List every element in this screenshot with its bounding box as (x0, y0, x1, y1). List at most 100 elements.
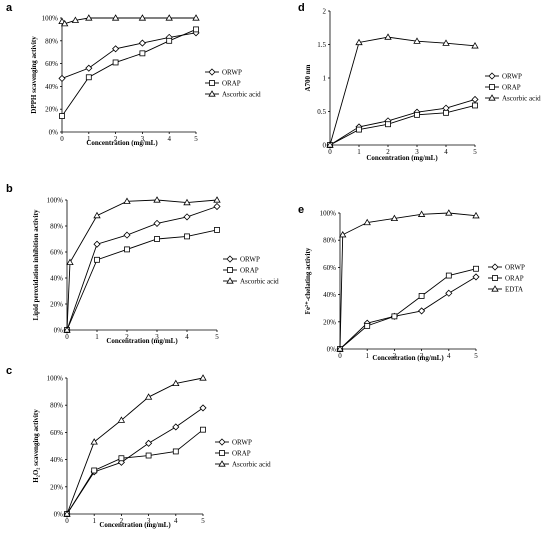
data-point (326, 141, 334, 148)
legend-marker (208, 68, 216, 76)
data-point (472, 102, 478, 109)
x-tick-label: 3 (420, 352, 424, 360)
legend-label: ORAP (505, 275, 524, 283)
data-point (193, 26, 199, 33)
x-axis-title: Concentration (mg/mL) (366, 154, 438, 162)
series-line (66, 206, 218, 331)
data-point (71, 16, 80, 23)
data-point (384, 33, 392, 40)
data-point (111, 14, 120, 21)
data-point (112, 45, 120, 53)
data-point (94, 256, 100, 263)
series-orap (64, 226, 220, 333)
data-point (85, 74, 92, 81)
y-axis-title: Fe²⁺-chelating activity (304, 247, 312, 314)
data-point (472, 211, 480, 219)
panel-letter: b (6, 183, 13, 195)
y-tick-label: 60% (45, 60, 58, 68)
x-tick-label: 3 (155, 333, 159, 341)
y-tick-label: 0% (49, 129, 59, 137)
x-tick-label: 3 (415, 148, 419, 156)
data-point (144, 393, 153, 400)
data-point (199, 404, 207, 412)
series-orwp (63, 202, 221, 334)
series-orap (64, 426, 206, 517)
y-tick-label: 100% (42, 15, 59, 23)
data-point (138, 14, 147, 21)
y-tick-label: 0 (323, 142, 327, 150)
panel-letter: e (298, 204, 304, 216)
data-point (214, 226, 220, 233)
series-line (66, 377, 204, 515)
data-point (154, 236, 160, 242)
series-orap (337, 265, 479, 352)
x-tick-label: 1 (92, 517, 96, 525)
x-tick-label: 2 (386, 148, 390, 156)
data-point (364, 322, 371, 329)
data-point (118, 455, 125, 462)
x-tick-label: 4 (185, 333, 189, 341)
data-point (417, 210, 426, 217)
series-edta (336, 209, 480, 352)
data-point (117, 416, 126, 423)
x-tick-label: 4 (444, 148, 448, 156)
data-point (124, 246, 130, 253)
data-point (172, 423, 180, 431)
x-tick-label: 4 (167, 135, 171, 143)
data-point (390, 214, 399, 222)
y-tick-label: 40% (323, 291, 336, 299)
legend-label: ORAP (222, 80, 241, 88)
legend-marker (208, 90, 216, 97)
y-axis-title: A700 nm (304, 64, 312, 91)
data-point (66, 258, 74, 266)
data-point (93, 240, 101, 248)
y-tick-label: 20% (50, 483, 63, 491)
data-point (445, 289, 453, 297)
legend-label: ORAP (232, 450, 251, 458)
series-orwp (336, 273, 480, 353)
data-point (339, 230, 347, 238)
data-point (418, 307, 426, 315)
y-axis-title: H₂O₂ scavenging activity (32, 409, 40, 483)
legend-marker (491, 263, 499, 271)
data-point (445, 209, 453, 216)
x-tick-label: 5 (215, 333, 219, 341)
y-tick-label: 20% (323, 318, 336, 326)
data-point (443, 109, 449, 116)
panel-letter: a (6, 2, 13, 14)
y-tick-label: 80% (45, 37, 58, 45)
data-point (391, 313, 398, 320)
x-tick-label: 4 (174, 517, 178, 525)
y-tick-label: 1 (323, 75, 327, 83)
data-point (85, 64, 93, 72)
legend: ORWP ORAP Ascorbic acid (205, 68, 261, 99)
legend-marker (209, 80, 215, 86)
series-ascorbic-acid (326, 33, 479, 148)
data-point (414, 111, 420, 118)
data-point (63, 326, 71, 333)
legend-label: ORAP (240, 267, 259, 275)
data-point (145, 439, 153, 447)
y-tick-label: 80% (50, 402, 63, 410)
series-line (339, 276, 477, 350)
data-point (472, 273, 480, 281)
x-tick-label: 0 (65, 333, 69, 341)
x-tick-label: 1 (87, 135, 91, 143)
y-tick-label: 100% (320, 210, 337, 218)
legend-marker (492, 275, 498, 281)
data-point (355, 38, 363, 46)
y-tick-label: 80% (50, 223, 63, 231)
data-point (442, 39, 450, 46)
y-tick-label: 60% (323, 264, 336, 272)
y-tick-label: 20% (45, 106, 58, 114)
series-orap (59, 26, 199, 119)
data-point (183, 198, 191, 206)
x-axis-title: Concentration (mg/mL) (99, 521, 171, 529)
y-tick-label: 100% (47, 197, 64, 205)
legend-label: Ascorbic acid (240, 278, 279, 286)
legend-marker (218, 460, 226, 467)
x-tick-label: 5 (201, 517, 205, 525)
legend-marker (488, 72, 496, 80)
x-tick-label: 5 (194, 135, 198, 143)
series-ascorbic-acid (63, 196, 221, 333)
